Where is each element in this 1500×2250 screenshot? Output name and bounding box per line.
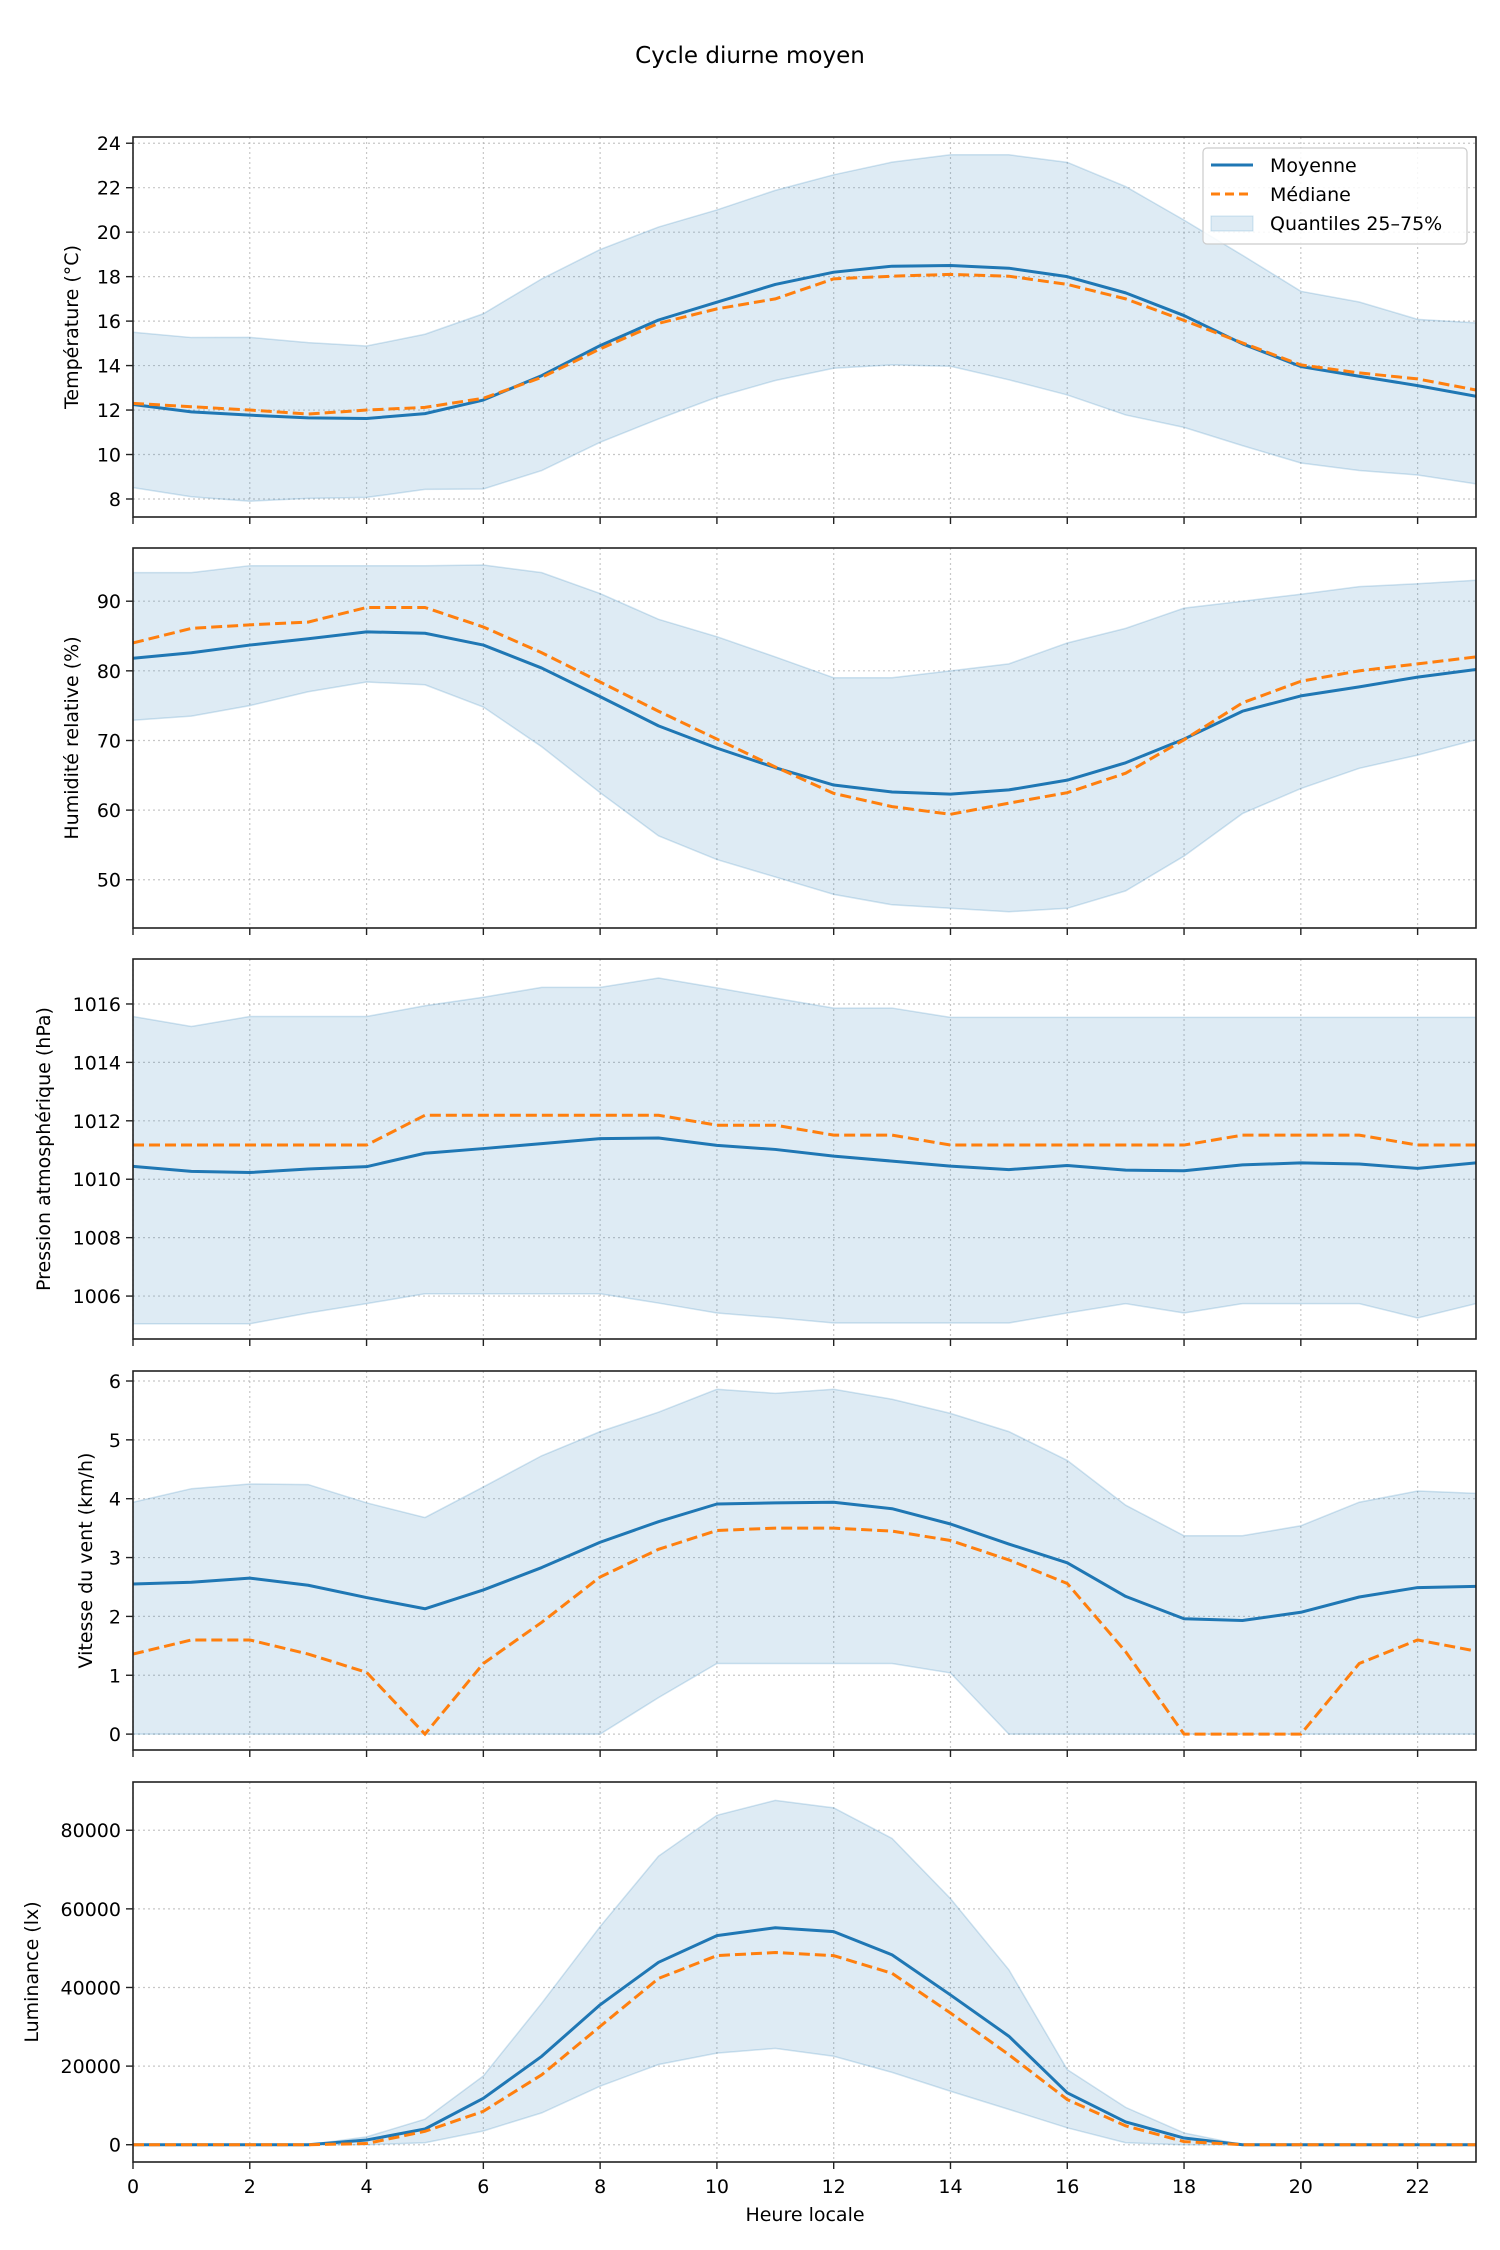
quantile-band xyxy=(133,977,1476,1325)
y-tick-label: 1012 xyxy=(73,1111,121,1133)
legend-entry: Quantiles 25–75% xyxy=(1270,213,1442,235)
x-tick-label: 8 xyxy=(594,2176,606,2198)
axes-frame xyxy=(132,136,1477,518)
median-line xyxy=(133,1526,1476,1737)
y-tick-label: 40000 xyxy=(61,1977,121,1999)
x-tick-label: 6 xyxy=(477,2176,489,2198)
x-axis-label: Heure locale xyxy=(745,2204,864,2226)
axes-frame xyxy=(132,1370,1477,1751)
y-tick-label: 60 xyxy=(97,800,121,822)
median-line xyxy=(133,605,1476,816)
y-tick-label: 6 xyxy=(109,1371,121,1393)
y-tick-label: 14 xyxy=(97,356,121,378)
x-tick-label: 14 xyxy=(938,2176,962,2198)
y-tick-label: 1016 xyxy=(73,994,121,1016)
plot-area xyxy=(133,977,1476,1325)
y-axis-label: Température (°C) xyxy=(61,245,83,410)
legend: Moyenne Médiane Quantiles 25–75% xyxy=(1202,147,1468,245)
grid xyxy=(132,1371,1476,1750)
y-tick-label: 8 xyxy=(109,489,121,511)
x-tick-label: 22 xyxy=(1406,2176,1430,2198)
axes-frame xyxy=(132,958,1477,1340)
axes-frame xyxy=(132,547,1477,929)
y-tick-label: 10 xyxy=(97,445,121,467)
plot-area xyxy=(133,1799,1476,2147)
y-tick-label: 20000 xyxy=(61,2056,121,2078)
median-line xyxy=(133,1113,1476,1147)
y-tick-label: 1 xyxy=(109,1665,121,1687)
mean-line xyxy=(133,1136,1476,1175)
panel-1: 8 10 12 14 16 18 20 22 24 Température (°C) Moyenne… xyxy=(61,133,1477,524)
y-tick-label: 2 xyxy=(109,1606,121,1628)
y-tick-label: 80000 xyxy=(61,1820,121,1842)
grid xyxy=(132,1782,1476,2162)
y-tick-label: 12 xyxy=(97,400,121,422)
y-tick-label: 0 xyxy=(109,2135,121,2157)
axes-frame xyxy=(132,1781,1477,2163)
plot-area xyxy=(133,154,1476,502)
mean-line xyxy=(133,630,1476,796)
y-axis-label: Vitesse du vent (km/h) xyxy=(75,1453,97,1669)
y-tick-label: 80 xyxy=(97,661,121,683)
quantile-band xyxy=(133,1799,1476,2146)
x-tick-label: 0 xyxy=(127,2176,139,2198)
y-tick-label: 50 xyxy=(97,870,121,892)
y-tick-label: 20 xyxy=(97,222,121,244)
chart-title: Cycle diurne moyen xyxy=(635,43,865,69)
panel-4: 0 1 2 3 4 5 6 Vitesse du vent (km/h) xyxy=(75,1370,1477,1757)
x-tick-label: 16 xyxy=(1055,2176,1079,2198)
y-tick-label: 1010 xyxy=(73,1169,121,1191)
quantile-band xyxy=(133,1388,1476,1735)
y-tick-label: 16 xyxy=(97,311,121,333)
grid xyxy=(132,137,1476,517)
quantile-band xyxy=(133,154,1476,502)
y-tick-label: 4 xyxy=(109,1489,121,1511)
y-tick-label: 1006 xyxy=(73,1286,121,1308)
legend-box xyxy=(1202,147,1468,245)
y-axis-label: Luminance (lx) xyxy=(21,1901,43,2042)
panel-3: 1006 1008 1010 1012 1014 1016 Pression atmosph… xyxy=(33,958,1477,1346)
mean-line xyxy=(133,1500,1476,1623)
x-tick-label: 10 xyxy=(705,2176,729,2198)
y-tick-label: 5 xyxy=(109,1430,121,1452)
x-tick-label: 18 xyxy=(1172,2176,1196,2198)
x-tick-label: 4 xyxy=(361,2176,373,2198)
y-tick-label: 70 xyxy=(97,730,121,752)
y-tick-label: 1014 xyxy=(73,1052,121,1074)
y-axis-label: Humidité relative (%) xyxy=(61,636,83,839)
panel-5: 0 20000 40000 60000 80000 0 2 4 6 8 10 12 14 16 18 20 22… xyxy=(21,1781,1477,2198)
y-tick-label: 18 xyxy=(97,267,121,289)
plot-area xyxy=(133,564,1476,913)
median-line xyxy=(133,1950,1476,2147)
quantile-band xyxy=(133,564,1476,913)
y-tick-label: 0 xyxy=(109,1724,121,1746)
legend-band-swatch xyxy=(1210,215,1254,232)
y-tick-label: 1008 xyxy=(73,1228,121,1250)
y-tick-label: 90 xyxy=(97,591,121,613)
y-tick-label: 24 xyxy=(97,133,121,155)
median-line xyxy=(133,272,1476,416)
legend-entry: Moyenne xyxy=(1270,155,1357,177)
y-tick-label: 3 xyxy=(109,1548,121,1570)
x-tick-label: 20 xyxy=(1289,2176,1313,2198)
y-tick-label: 60000 xyxy=(61,1899,121,1921)
x-tick-label: 2 xyxy=(244,2176,256,2198)
y-axis-label: Pression atmosphérique (hPa) xyxy=(33,1007,55,1291)
panel-2: 50 60 70 80 90 Humidité relative (%) xyxy=(61,547,1477,935)
plot-area xyxy=(133,1388,1476,1737)
x-tick-label: 12 xyxy=(822,2176,846,2198)
y-tick-label: 22 xyxy=(97,178,121,200)
legend-entry: Médiane xyxy=(1270,184,1351,206)
